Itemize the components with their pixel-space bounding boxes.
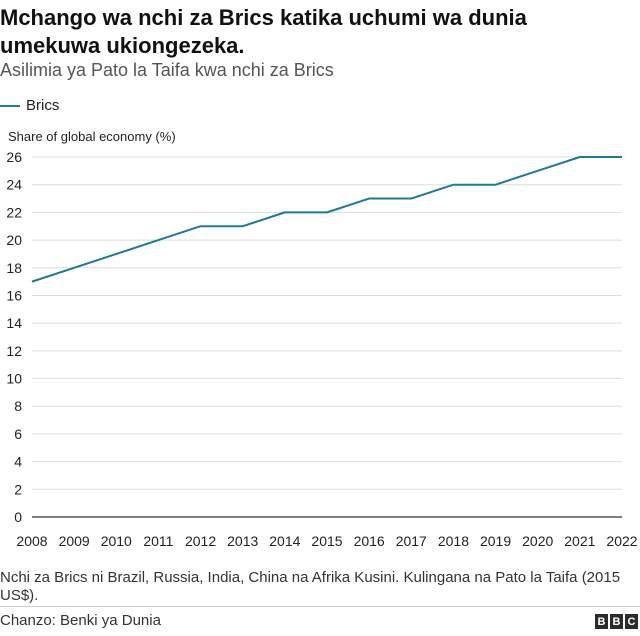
y-tick-label: 2	[14, 481, 22, 497]
x-tick-label: 2014	[269, 533, 300, 549]
legend-label: Brics	[26, 97, 60, 114]
bbc-logo: B B C	[595, 614, 638, 629]
x-tick-label: 2012	[185, 533, 216, 549]
series-lines	[31, 156, 622, 283]
x-tick-label: 2022	[606, 533, 637, 549]
y-tick-label: 24	[6, 177, 22, 193]
x-tick-label: 2016	[354, 533, 385, 549]
legend-swatch	[0, 104, 20, 107]
y-axis-label: Share of global economy (%)	[8, 129, 176, 144]
x-tick-label: 2010	[101, 533, 132, 549]
x-axis-ticks: 2008 2009 2010 2011 2012 2013 2014 2015 2016 2017…	[16, 533, 637, 549]
y-tick-label: 22	[6, 204, 22, 220]
y-tick-label: 16	[6, 287, 22, 303]
x-tick-label: 2021	[564, 533, 595, 549]
x-tick-label: 2018	[438, 533, 469, 549]
x-tick-label: 2017	[396, 533, 427, 549]
y-tick-label: 20	[6, 232, 22, 248]
series-line-brics	[31, 156, 622, 283]
chart-title: Mchango wa nchi za Brics katika uchumi w…	[0, 5, 527, 58]
logo-letter-b1: B	[595, 614, 608, 629]
y-tick-label: 14	[6, 315, 22, 331]
y-tick-label: 8	[14, 398, 22, 414]
x-tick-label: 2008	[16, 533, 47, 549]
chart-subtitle: Asilimia ya Pato la Taifa kwa nchi za Br…	[0, 60, 334, 80]
logo-letter-c: C	[625, 614, 638, 629]
legend: Brics	[0, 97, 59, 114]
x-tick-label: 2019	[480, 533, 511, 549]
x-tick-label: 2013	[227, 533, 258, 549]
y-tick-label: 0	[14, 509, 22, 525]
x-tick-label: 2011	[143, 533, 173, 549]
line-chart: Share of global economy (%) 024681012141…	[6, 129, 637, 549]
y-tick-label: 26	[6, 149, 22, 165]
source-text: Chanzo: Benki ya Dunia	[0, 612, 161, 629]
y-tick-label: 6	[14, 426, 22, 442]
footer-divider	[0, 606, 640, 607]
y-tick-label: 12	[6, 343, 22, 359]
y-tick-label: 4	[14, 454, 22, 470]
grid	[32, 156, 622, 518]
y-tick-label: 18	[6, 260, 22, 276]
y-tick-label: 10	[6, 371, 22, 387]
x-tick-label: 2009	[59, 533, 90, 549]
x-tick-label: 2020	[522, 533, 553, 549]
x-tick-label: 2015	[311, 533, 342, 549]
footnote: Nchi za Brics ni Brazil, Russia, India, …	[0, 569, 621, 604]
logo-letter-b2: B	[610, 614, 623, 629]
